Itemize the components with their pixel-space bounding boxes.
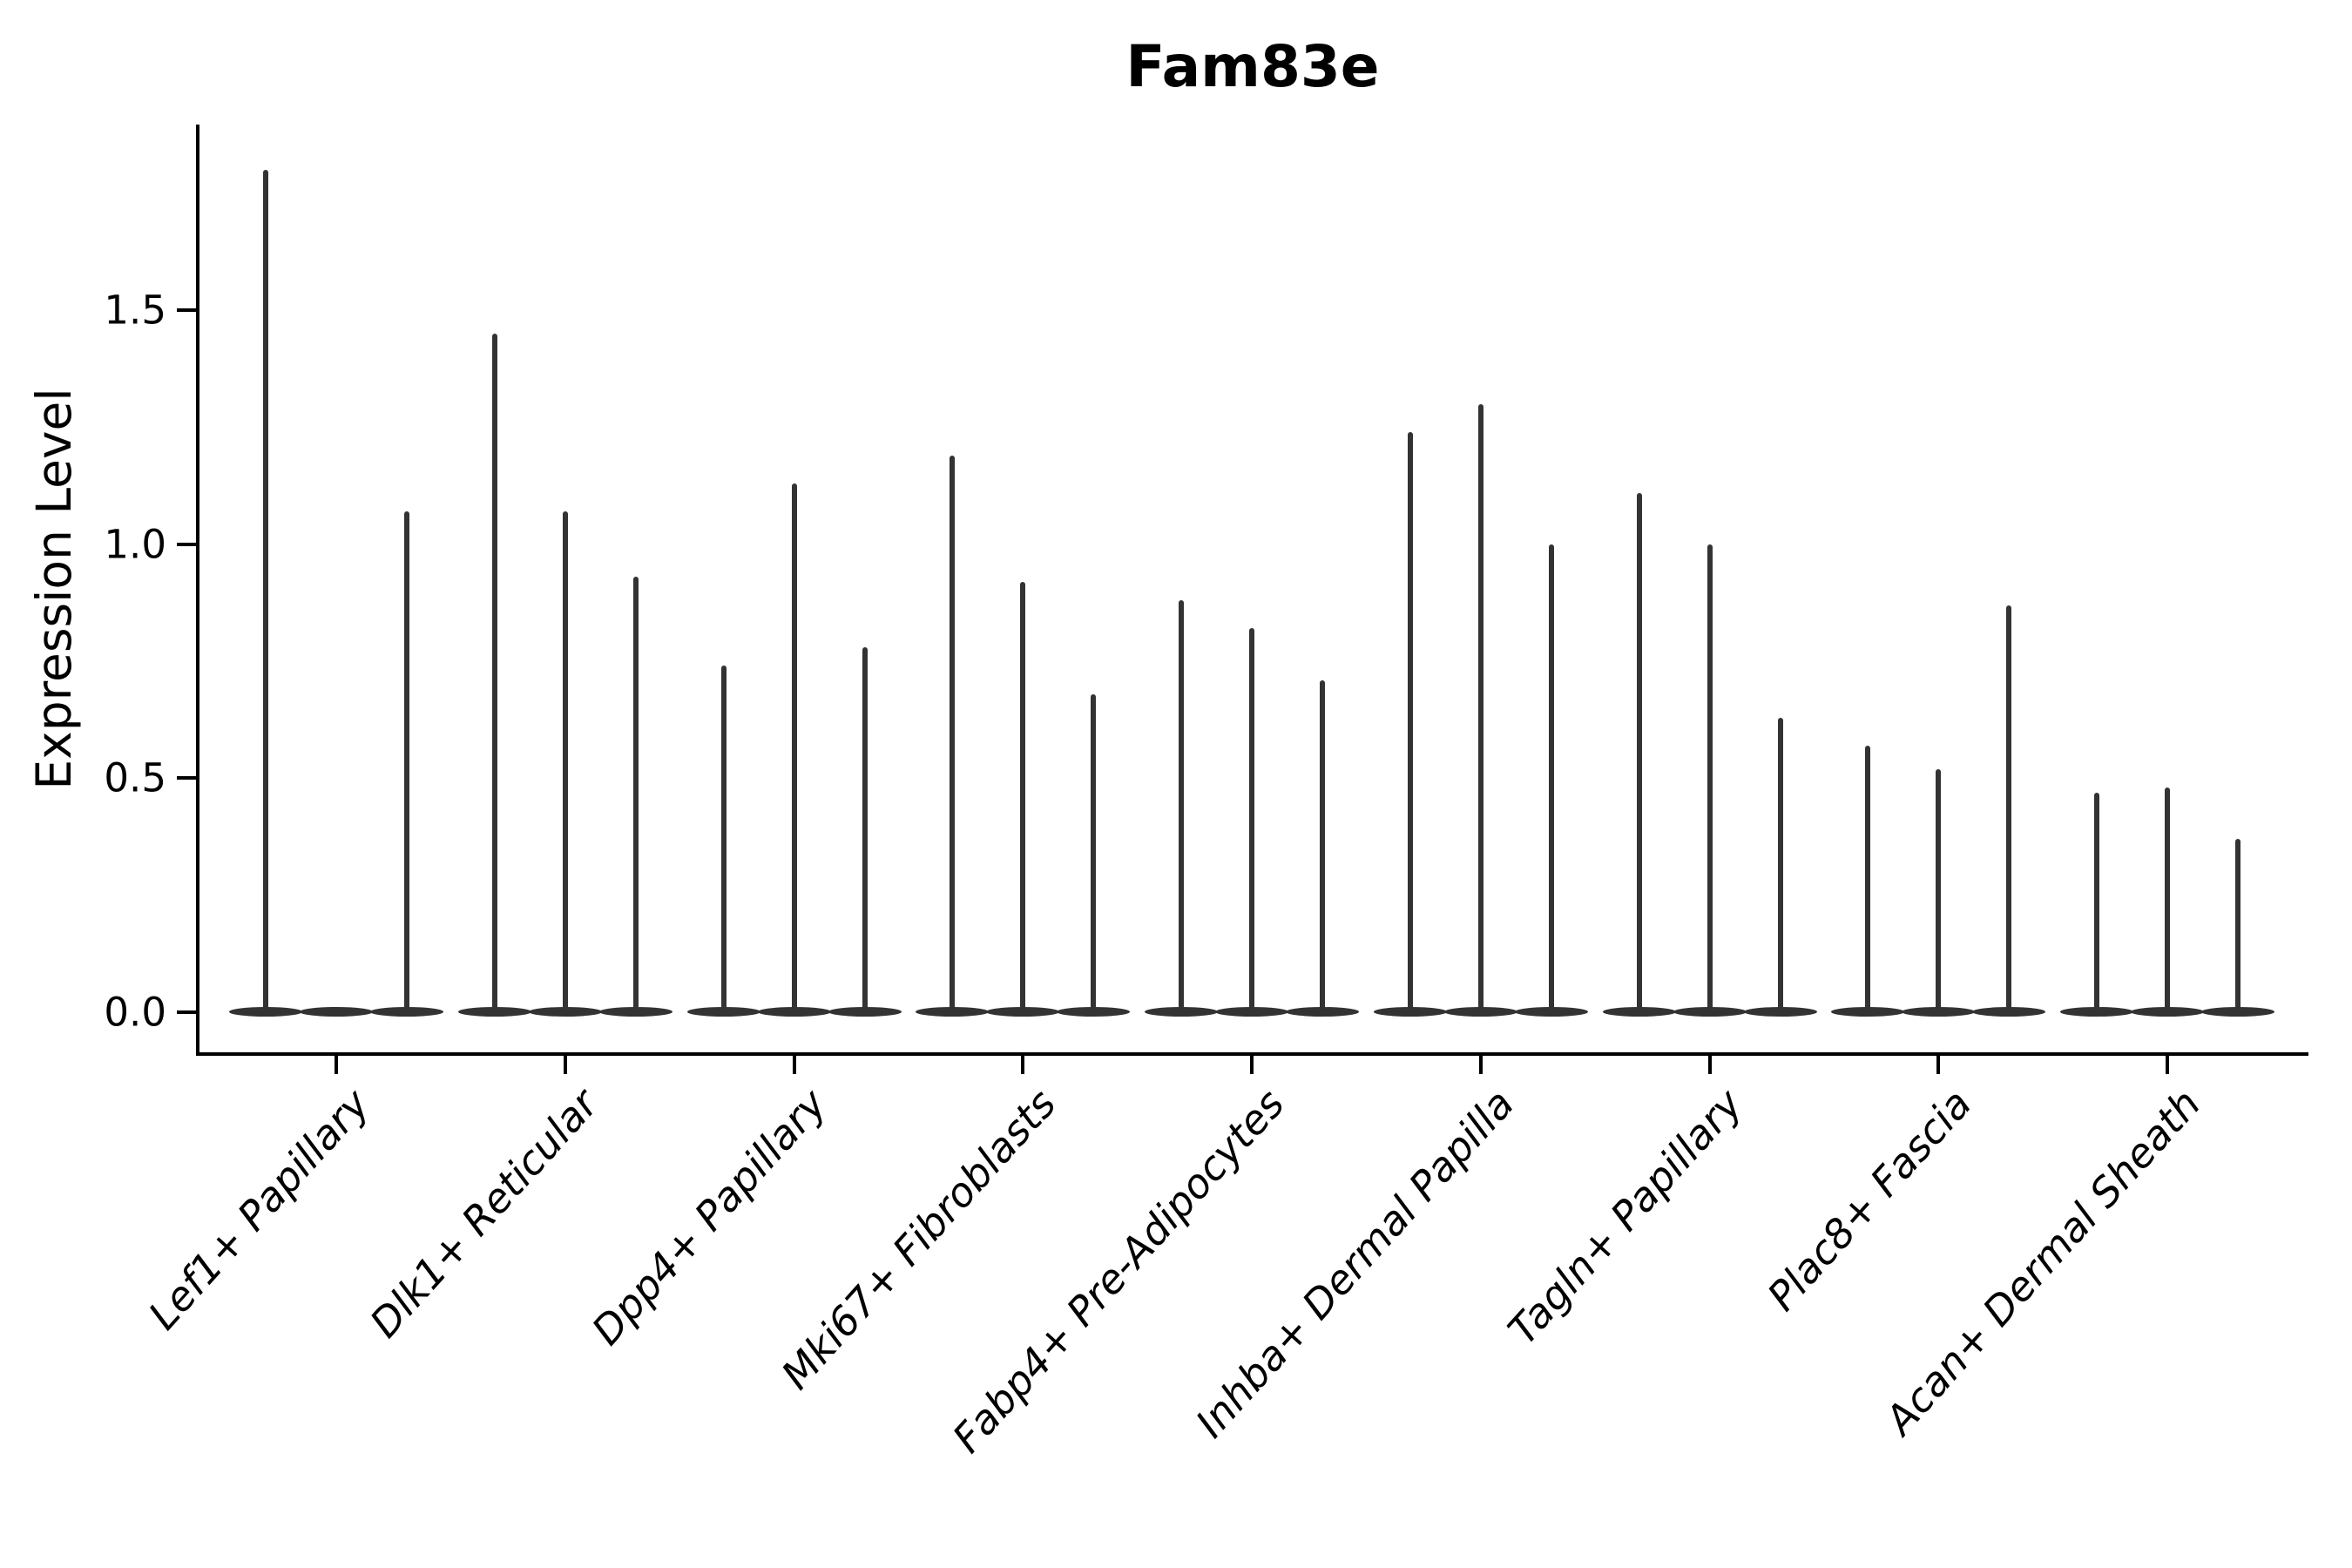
- x-category-label: Dpp4+ Papillary: [583, 1080, 836, 1355]
- violin-spike: [263, 170, 268, 1012]
- violin-spike: [1636, 492, 1642, 1012]
- x-category-label: Lef1+ Papillary: [139, 1080, 379, 1339]
- violin-spike: [1777, 717, 1783, 1012]
- x-category-label: Plac8+ Fascia: [1758, 1080, 1981, 1320]
- y-axis-label: Expression Level: [26, 388, 82, 790]
- y-tick-label: 1.0: [104, 521, 166, 568]
- x-category-label: Dlk1+ Reticular: [361, 1080, 607, 1347]
- x-axis-spine: [196, 1052, 2308, 1056]
- violin-spike: [1179, 600, 1184, 1012]
- x-tick-mark: [335, 1056, 338, 1074]
- violin-spike: [2094, 792, 2099, 1012]
- violin-spike: [2165, 787, 2170, 1012]
- x-category-label: Tagln+ Papillary: [1498, 1080, 1752, 1354]
- y-tick-mark: [177, 1010, 196, 1014]
- violin-spike: [1548, 544, 1554, 1012]
- violin-spike: [2006, 605, 2012, 1012]
- violin-spike: [1936, 768, 1942, 1012]
- violin-spike: [2235, 839, 2240, 1012]
- x-tick-mark: [1936, 1056, 1941, 1074]
- x-tick-mark: [1021, 1056, 1025, 1074]
- violin-spike: [1249, 628, 1254, 1012]
- x-tick-mark: [1707, 1056, 1712, 1074]
- violin-spike: [491, 334, 497, 1012]
- y-tick-mark: [177, 308, 196, 313]
- violin-spike: [1865, 745, 1871, 1012]
- violin-spike: [1707, 544, 1713, 1012]
- chart-title: Fam83e: [1125, 33, 1380, 100]
- violin-spike: [950, 455, 956, 1012]
- violin-spike: [632, 577, 639, 1012]
- y-tick-mark: [177, 542, 196, 546]
- y-tick-label: 0.5: [104, 754, 166, 801]
- violin-spike: [1477, 403, 1484, 1012]
- y-tick-mark: [177, 776, 196, 781]
- y-tick-label: 0.0: [104, 989, 166, 1036]
- violin-spike: [1407, 431, 1413, 1012]
- violin-spike: [1091, 693, 1097, 1012]
- x-tick-mark: [563, 1056, 567, 1074]
- violin-spike: [720, 666, 727, 1012]
- violin-body: [300, 1006, 373, 1017]
- violin-spike: [1320, 679, 1325, 1012]
- y-axis-spine: [196, 125, 199, 1056]
- violin-spike: [404, 511, 409, 1012]
- x-tick-mark: [2166, 1056, 2169, 1074]
- violin-spike: [791, 483, 797, 1012]
- x-tick-mark: [1250, 1056, 1254, 1074]
- x-tick-mark: [792, 1056, 796, 1074]
- violin-spike: [562, 511, 568, 1012]
- x-tick-mark: [1478, 1056, 1483, 1074]
- y-tick-label: 1.5: [104, 287, 166, 334]
- violin-spike: [862, 646, 868, 1012]
- violin-spike: [1020, 581, 1026, 1012]
